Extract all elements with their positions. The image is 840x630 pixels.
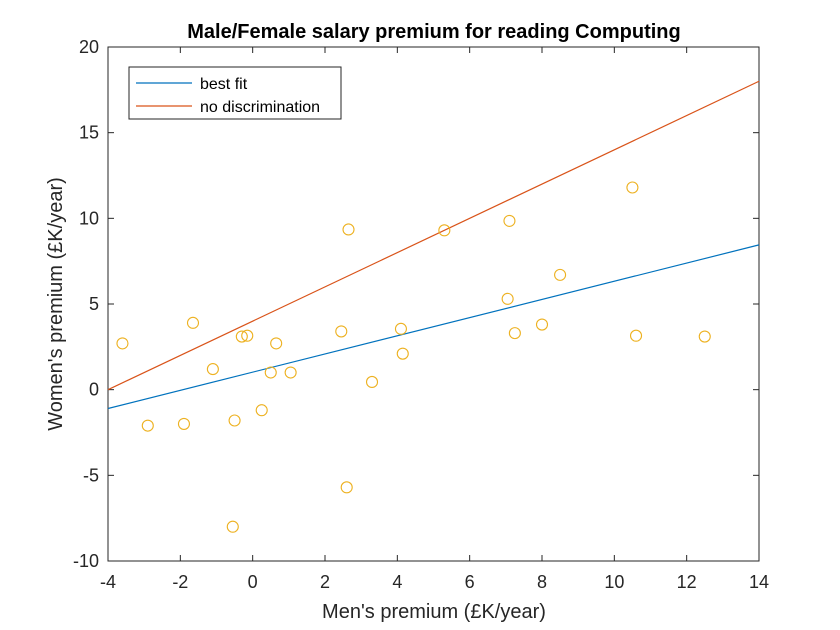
y-axis-label: Women's premium (£K/year) <box>45 177 67 431</box>
scatter-point <box>626 181 639 194</box>
scatter-point <box>235 330 248 343</box>
legend-label-no-discrimination: no discrimination <box>200 99 320 116</box>
y-tick-label: -5 <box>83 465 99 485</box>
scatter-point <box>228 414 241 427</box>
y-tick-label: 20 <box>79 37 99 57</box>
scatter-point <box>698 330 711 343</box>
y-tick-label: 5 <box>89 294 99 314</box>
series-line-best-fit <box>107 244 760 410</box>
scatter-point <box>264 366 277 379</box>
scatter-point <box>342 223 355 236</box>
plot-area <box>107 46 760 562</box>
chart-title: Male/Female salary premium for reading C… <box>187 21 680 43</box>
scatter-point <box>535 318 549 331</box>
x-tick-label: -2 <box>172 572 188 592</box>
scatter-point <box>394 322 408 335</box>
scatter-point <box>255 404 268 417</box>
scatter-point <box>206 363 219 376</box>
x-tick-label: 14 <box>749 572 769 592</box>
scatter-point <box>629 329 643 342</box>
plot-frame <box>107 46 760 562</box>
legend-label-best-fit: best fit <box>200 76 248 93</box>
scatter-point <box>501 292 514 305</box>
scatter-points <box>116 181 711 533</box>
scatter-point <box>438 224 451 237</box>
y-tick-label: 10 <box>79 208 99 228</box>
scatter-point <box>270 337 283 350</box>
legend-box <box>128 66 342 120</box>
scatter-point <box>241 329 254 342</box>
scatter-point <box>503 214 516 227</box>
y-tick-label: 15 <box>79 123 99 143</box>
scatter-point <box>226 520 239 533</box>
scatter-point <box>186 316 200 329</box>
x-axis: -4 -2 0 2 4 6 8 10 12 14 <box>100 47 769 592</box>
legend: best fit no discrimination <box>128 66 342 120</box>
series-line-no-discrimination <box>107 80 760 391</box>
x-axis-label: Men's premium (£K/year) <box>322 601 546 623</box>
x-tick-label: -4 <box>100 572 116 592</box>
scatter-point <box>396 347 409 360</box>
scatter-point <box>554 268 567 281</box>
scatter-point <box>141 419 154 432</box>
y-axis: -10 -5 0 5 10 15 20 <box>73 37 759 571</box>
x-tick-label: 2 <box>320 572 330 592</box>
scatter-point <box>508 327 521 340</box>
scatter-point <box>284 366 297 379</box>
scatter-point <box>116 337 129 350</box>
scatter-point <box>365 375 379 389</box>
y-tick-label: 0 <box>89 380 99 400</box>
x-tick-label: 4 <box>392 572 402 592</box>
y-tick-label: -10 <box>73 551 99 571</box>
scatter-point <box>340 481 353 494</box>
scatter-point <box>335 325 348 338</box>
x-tick-label: 10 <box>604 572 624 592</box>
x-tick-label: 12 <box>677 572 697 592</box>
x-tick-label: 8 <box>537 572 547 592</box>
scatter-point <box>177 417 190 430</box>
x-tick-label: 6 <box>465 572 475 592</box>
line-series <box>107 80 760 410</box>
x-tick-label: 0 <box>248 572 258 592</box>
